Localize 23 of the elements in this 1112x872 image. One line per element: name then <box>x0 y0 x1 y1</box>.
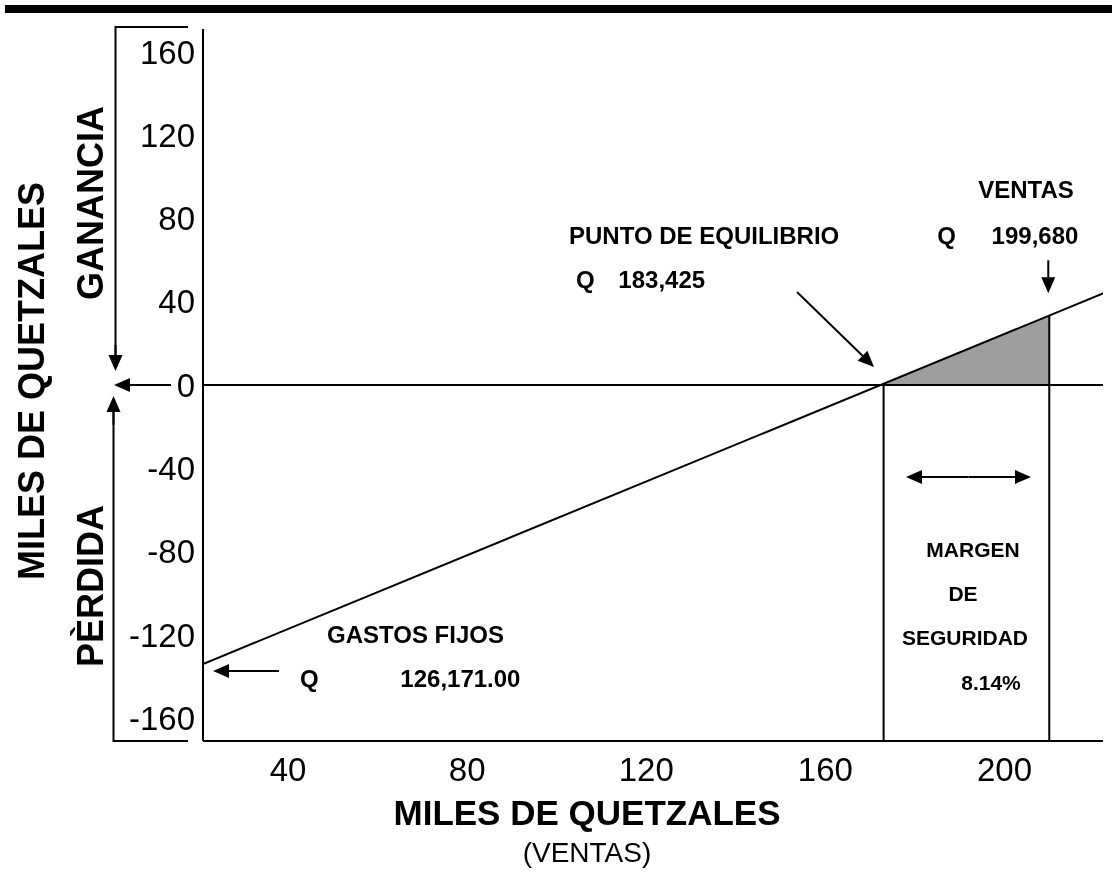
y-tick-label: 160 <box>139 33 195 71</box>
text: (VENTAS) <box>522 837 652 868</box>
annotation: VENTAS Q 199,680 <box>937 176 1079 250</box>
y-axis-title: MILES DE QUETZALES <box>11 181 52 581</box>
x-tick-label: 160 <box>797 751 853 789</box>
annotation: GASTOS FIJOS Q 126,171.00 <box>300 621 521 692</box>
x-tick-label: 200 <box>976 751 1033 789</box>
x-axis-title: MILES DE QUETZALES <box>393 793 781 832</box>
y-tick-label: -80 <box>147 533 195 571</box>
y-tick-label: -120 <box>128 616 195 654</box>
y-tick-label: 80 <box>158 200 195 238</box>
x-tick-label: 80 <box>448 751 486 789</box>
annotation: PUNTO DE EQUILIBRIO Q 183,425 <box>569 222 840 293</box>
y-tick-label: 120 <box>139 116 195 154</box>
x-tick-label: 120 <box>618 751 674 789</box>
y-tick-label: 0 <box>176 366 195 404</box>
y-tick-label: 40 <box>158 283 195 321</box>
text: GANANCIA <box>70 106 111 300</box>
text: PÈRDIDA <box>70 504 111 668</box>
annotation: MARGEN DE SEGURIDAD 8.14% <box>901 538 1029 694</box>
y-tick-label: -160 <box>128 699 195 737</box>
x-tick-label: 40 <box>269 751 307 789</box>
y-tick-label: -40 <box>147 449 195 487</box>
